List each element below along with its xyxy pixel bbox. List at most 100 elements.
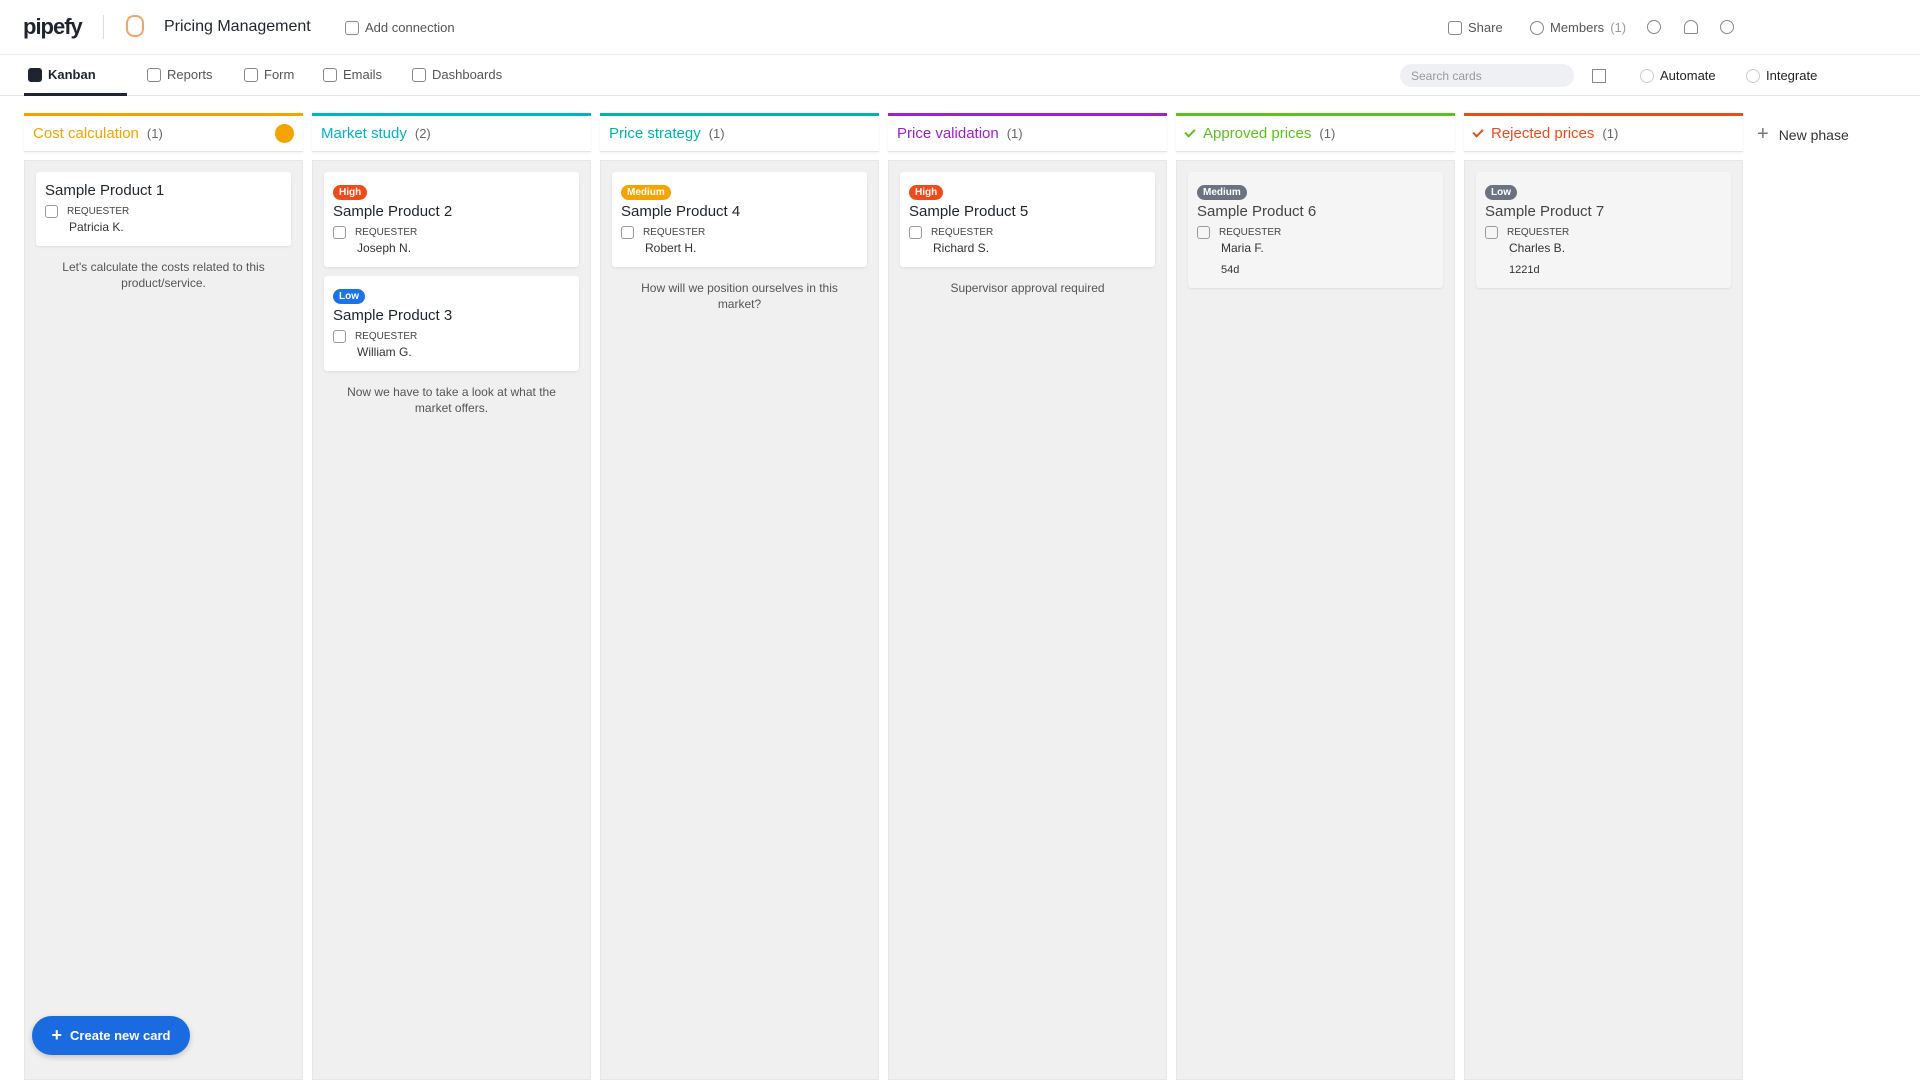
phase-name: Price strategy [609, 125, 701, 142]
tab-label: Form [264, 67, 295, 82]
phase-name: Market study [321, 125, 407, 142]
phase-header[interactable]: Cost calculation (1) [24, 113, 303, 152]
card[interactable]: High Sample Product 2 REQUESTER Joseph N. [324, 172, 579, 267]
phase-column: Price validation (1) High Sample Product 5 R… [888, 113, 1167, 1080]
filter-icon[interactable] [1592, 69, 1606, 83]
history-icon[interactable] [1647, 20, 1661, 34]
logo[interactable]: pipefy [23, 14, 83, 39]
pipe-icon [126, 15, 144, 37]
field-label-row: REQUESTER [909, 226, 1146, 239]
tab-label: Kanban [48, 67, 96, 82]
tab[interactable]: Dashboards [412, 67, 502, 82]
phase-name: Cost calculation [33, 125, 139, 142]
phase-name: Price validation [897, 125, 999, 142]
tab-icon [147, 67, 161, 82]
field-icon [1485, 226, 1498, 239]
card-tag: Low [333, 289, 365, 304]
field-label: REQUESTER [931, 227, 994, 238]
phase-header[interactable]: Rejected prices (1) [1464, 113, 1743, 152]
card[interactable]: Medium Sample Product 4 REQUESTER Robert H. [612, 172, 867, 267]
phase-body: Low Sample Product 7 REQUESTER Charles B. 12… [1464, 160, 1743, 1080]
tab-label: Reports [167, 67, 213, 82]
card-title: Sample Product 6 [1197, 203, 1317, 220]
members[interactable]: Members (1) [1530, 20, 1626, 35]
bell-icon[interactable] [1684, 20, 1698, 34]
card[interactable]: Sample Product 1 REQUESTER Patricia K. [36, 172, 291, 246]
label: Automate [1660, 68, 1716, 83]
phase-name: Approved prices [1203, 125, 1312, 142]
field-label: REQUESTER [643, 227, 706, 238]
field-label-row: REQUESTER [333, 330, 570, 343]
field-label: REQUESTER [67, 206, 130, 217]
placeholder: Search cards [1411, 69, 1482, 83]
phase-column: Rejected prices (1) Low Sample Product 7 REQ… [1464, 113, 1743, 1080]
tab-underline [24, 93, 127, 96]
field-label: REQUESTER [1219, 227, 1282, 238]
card-title: Sample Product 7 [1485, 203, 1605, 220]
card[interactable]: Low Sample Product 7 REQUESTER Charles B. 12… [1476, 172, 1731, 288]
integrate[interactable]: Integrate [1746, 68, 1817, 83]
card[interactable]: Low Sample Product 3 REQUESTER William G. [324, 276, 579, 371]
phase-column: Price strategy (1) Medium Sample Product 4 R… [600, 113, 879, 1080]
phase-header[interactable]: Approved prices (1) [1176, 113, 1455, 152]
field-label-row: REQUESTER [1197, 226, 1434, 239]
phase-description: Let's calculate the costs related to thi… [62, 260, 265, 290]
label: Create new card [70, 1028, 171, 1043]
tab-bar: Kanban Reports Form Emails Dashboards Search … [0, 55, 1920, 96]
card-tag: High [909, 185, 944, 200]
search-box[interactable]: Search cards [1400, 64, 1574, 87]
phase-count: (1) [708, 126, 725, 141]
card-title: Sample Product 3 [333, 307, 453, 324]
tab[interactable]: Kanban [28, 67, 96, 82]
field-label: REQUESTER [355, 331, 418, 342]
done-check [1184, 126, 1196, 138]
phase-count: (1) [146, 126, 163, 141]
share[interactable]: Share [1448, 20, 1503, 35]
card-tag: Medium [621, 185, 671, 200]
label: Add connection [365, 20, 455, 35]
automate[interactable]: Automate [1640, 68, 1716, 83]
pipe-title: Pricing Management [164, 18, 311, 35]
phase-count: (2) [414, 126, 431, 141]
plus: + [1757, 123, 1769, 145]
done-check [1472, 126, 1484, 138]
field-label-row: REQUESTER [333, 226, 570, 239]
card[interactable]: Medium Sample Product 6 REQUESTER Maria F. 5… [1188, 172, 1443, 288]
label: New phase [1778, 126, 1849, 143]
new-phase[interactable]: + New phase [1757, 123, 1849, 146]
tab[interactable]: Emails [323, 67, 382, 82]
phase-description: Now we have to take a look at what the m… [347, 385, 556, 415]
field-icon [621, 226, 634, 239]
add-card[interactable] [275, 124, 294, 143]
field-label-row: REQUESTER [621, 226, 858, 239]
count: (1) [1610, 20, 1627, 35]
phase-count: (1) [1602, 126, 1619, 141]
label: Integrate [1766, 68, 1818, 83]
phase-header[interactable]: Price strategy (1) [600, 113, 879, 152]
phase-description: Supervisor approval required [950, 281, 1105, 295]
field-icon [333, 226, 346, 239]
card-title: Sample Product 2 [333, 203, 453, 220]
phase-description: How will we position ourselves in this m… [641, 281, 838, 311]
icon [1746, 68, 1760, 83]
field-value: Patricia K. [69, 220, 124, 234]
phase-body: Medium Sample Product 4 REQUESTER Robert H.… [600, 160, 879, 1080]
phase-header[interactable]: Price validation (1) [888, 113, 1167, 152]
card-tag: High [333, 185, 368, 200]
field-icon [909, 226, 922, 239]
create-card-button[interactable]: + Create new card [32, 1016, 190, 1055]
help-icon[interactable] [1720, 20, 1734, 34]
card-title: Sample Product 5 [909, 203, 1029, 220]
phase-column: Market study (2) High Sample Product 2 REQUE… [312, 113, 591, 1080]
field-value: Charles B. [1509, 241, 1566, 255]
field-value: Joseph N. [357, 241, 412, 255]
label: Share [1468, 20, 1503, 35]
card-due: 1221d [1509, 264, 1540, 276]
tab[interactable]: Reports [147, 67, 213, 82]
card-due: 54d [1221, 264, 1240, 276]
card[interactable]: High Sample Product 5 REQUESTER Richard S. [900, 172, 1155, 267]
add-connection[interactable]: Add connection [345, 20, 455, 35]
tab[interactable]: Form [244, 67, 294, 82]
phase-header[interactable]: Market study (2) [312, 113, 591, 152]
